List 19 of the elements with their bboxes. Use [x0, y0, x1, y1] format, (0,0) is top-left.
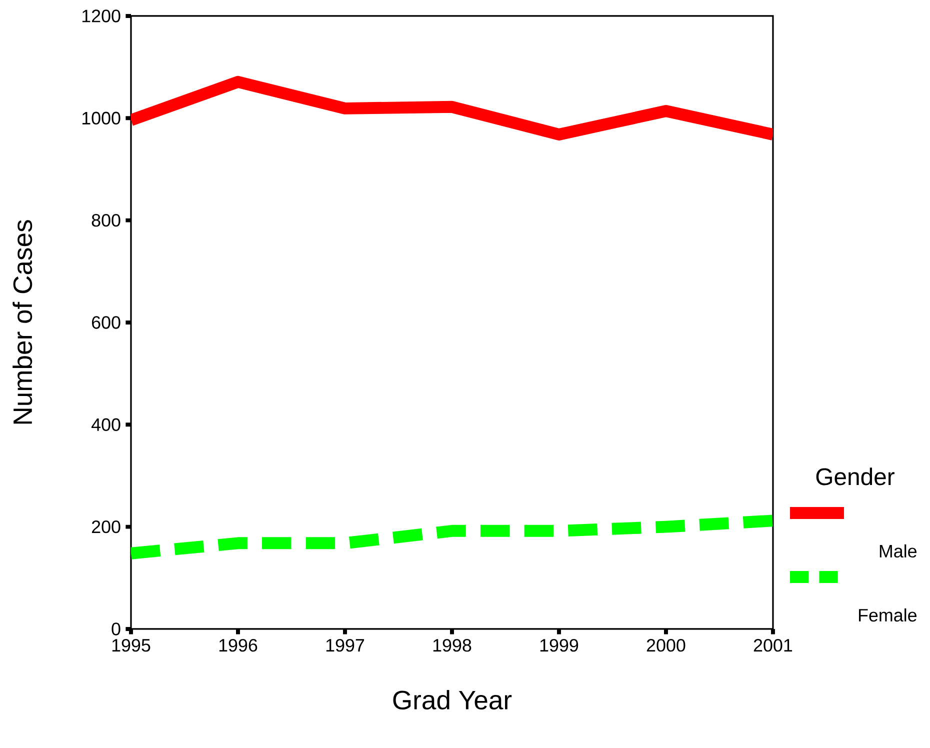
y-tick-label: 600 [92, 316, 120, 329]
y-axis-title: Number of Cases [12, 220, 32, 424]
x-tick-label: 1996 [219, 638, 258, 652]
x-tick-label: 1998 [433, 638, 472, 652]
x-tick-label: 1999 [540, 638, 578, 652]
text: Female [858, 608, 917, 622]
y-tick-label: 0 [112, 622, 120, 636]
x-tick-label: 2001 [754, 638, 792, 652]
y-tick-label: 800 [92, 214, 120, 227]
y-tick-label: 1000 [82, 112, 120, 124]
x-tick-label: 1997 [326, 638, 364, 652]
y-tick-label: 1200 [82, 10, 120, 22]
y-tick-label: 400 [91, 418, 120, 431]
y-tick-label: 200 [92, 520, 120, 534]
legend-title: Gender [816, 468, 894, 486]
x-tick-label: 1995 [112, 638, 150, 652]
text: Male [880, 544, 917, 558]
x-tick-label: 2000 [646, 638, 686, 652]
x-axis-title: Grad Year [393, 690, 512, 710]
